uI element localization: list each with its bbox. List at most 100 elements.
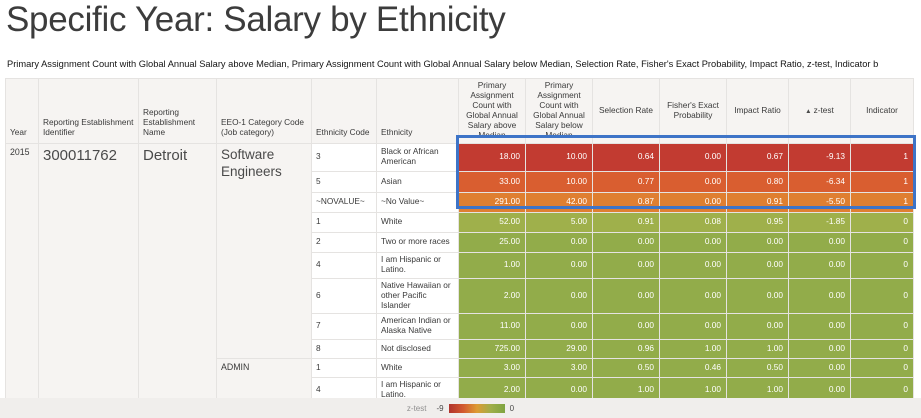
indicator-cell[interactable]: 1 (850, 170, 914, 193)
ztest-cell[interactable]: -9.13 (788, 142, 851, 172)
below-median-cell[interactable]: 0.00 (525, 277, 593, 314)
indicator-cell[interactable]: 1 (850, 191, 914, 213)
impact-ratio-cell[interactable]: 0.67 (726, 142, 789, 172)
ethnicity-cell[interactable]: White (376, 357, 459, 378)
indicator-cell[interactable]: 1 (850, 142, 914, 172)
above-median-cell[interactable]: 18.00 (458, 142, 526, 172)
indicator-cell[interactable]: 0 (850, 277, 914, 314)
ethnicity-code-cell[interactable]: 4 (311, 251, 377, 279)
impact-ratio-cell[interactable]: 0.00 (726, 231, 789, 253)
ethnicity-code-cell[interactable]: 2 (311, 231, 377, 253)
ztest-cell[interactable]: 0.00 (788, 338, 851, 359)
above-median-cell[interactable]: 25.00 (458, 231, 526, 253)
impact-ratio-cell[interactable]: 1.00 (726, 338, 789, 359)
selection-rate-cell[interactable]: 0.64 (592, 142, 660, 172)
ztest-cell[interactable]: 0.00 (788, 312, 851, 340)
selection-rate-cell[interactable]: 0.00 (592, 251, 660, 279)
col-header-above-median[interactable]: Primary Assignment Count with Global Ann… (458, 78, 526, 144)
impact-ratio-cell[interactable]: 0.91 (726, 191, 789, 213)
indicator-cell[interactable]: 0 (850, 211, 914, 233)
indicator-cell[interactable]: 0 (850, 251, 914, 279)
impact-ratio-cell[interactable]: 0.00 (726, 251, 789, 279)
below-median-cell[interactable]: 42.00 (525, 191, 593, 213)
ztest-cell[interactable]: -1.85 (788, 211, 851, 233)
above-median-cell[interactable]: 33.00 (458, 170, 526, 193)
fisher-probability-cell[interactable]: 0.46 (659, 357, 727, 378)
above-median-cell[interactable]: 291.00 (458, 191, 526, 213)
ztest-cell[interactable]: 0.00 (788, 277, 851, 314)
col-header-selection-rate[interactable]: Selection Rate (592, 78, 660, 144)
ethnicity-cell[interactable]: I am Hispanic or Latino. (376, 251, 459, 279)
establishment-id-cell[interactable]: 300011762 (38, 142, 139, 403)
above-median-cell[interactable]: 1.00 (458, 251, 526, 279)
selection-rate-cell[interactable]: 0.50 (592, 357, 660, 378)
col-header-year[interactable]: Year (5, 78, 39, 144)
impact-ratio-cell[interactable]: 0.00 (726, 277, 789, 314)
ztest-cell[interactable]: 0.00 (788, 357, 851, 378)
selection-rate-cell[interactable]: 0.00 (592, 277, 660, 314)
ethnicity-cell[interactable]: Not disclosed (376, 338, 459, 359)
fisher-probability-cell[interactable]: 0.00 (659, 142, 727, 172)
ethnicity-code-cell[interactable]: 3 (311, 142, 377, 172)
col-header-ethnicity[interactable]: Ethnicity (376, 78, 459, 144)
selection-rate-cell[interactable]: 0.91 (592, 211, 660, 233)
ethnicity-cell[interactable]: Black or African American (376, 142, 459, 172)
below-median-cell[interactable]: 10.00 (525, 142, 593, 172)
col-header-eeo1-category[interactable]: EEO-1 Category Code (Job category) (216, 78, 312, 144)
above-median-cell[interactable]: 725.00 (458, 338, 526, 359)
impact-ratio-cell[interactable]: 0.95 (726, 211, 789, 233)
col-header-ethnicity-code[interactable]: Ethnicity Code (311, 78, 377, 144)
below-median-cell[interactable]: 5.00 (525, 211, 593, 233)
ztest-cell[interactable]: -5.50 (788, 191, 851, 213)
selection-rate-cell[interactable]: 0.00 (592, 231, 660, 253)
impact-ratio-cell[interactable]: 0.00 (726, 312, 789, 340)
impact-ratio-cell[interactable]: 0.80 (726, 170, 789, 193)
below-median-cell[interactable]: 0.00 (525, 251, 593, 279)
ethnicity-code-cell[interactable]: 7 (311, 312, 377, 340)
selection-rate-cell[interactable]: 0.96 (592, 338, 660, 359)
ztest-cell[interactable]: -6.34 (788, 170, 851, 193)
ethnicity-code-cell[interactable]: ~NOVALUE~ (311, 191, 377, 213)
below-median-cell[interactable]: 0.00 (525, 231, 593, 253)
col-header-below-median[interactable]: Primary Assignment Count with Global Ann… (525, 78, 593, 144)
above-median-cell[interactable]: 2.00 (458, 277, 526, 314)
col-header-establishment-id[interactable]: Reporting Establishment Identifier (38, 78, 139, 144)
category-cell-software-engineers[interactable]: Software Engineers (216, 142, 312, 359)
col-header-indicator[interactable]: Indicator (850, 78, 914, 144)
ethnicity-cell[interactable]: ~No Value~ (376, 191, 459, 213)
fisher-probability-cell[interactable]: 0.00 (659, 170, 727, 193)
indicator-cell[interactable]: 0 (850, 312, 914, 340)
fisher-probability-cell[interactable]: 0.00 (659, 312, 727, 340)
fisher-probability-cell[interactable]: 0.08 (659, 211, 727, 233)
ethnicity-code-cell[interactable]: 1 (311, 357, 377, 378)
ethnicity-cell[interactable]: Native Hawaiian or other Pacific Islande… (376, 277, 459, 314)
below-median-cell[interactable]: 29.00 (525, 338, 593, 359)
col-header-establishment-name[interactable]: Reporting Establishment Name (138, 78, 217, 144)
indicator-cell[interactable]: 0 (850, 357, 914, 378)
ethnicity-cell[interactable]: Asian (376, 170, 459, 193)
below-median-cell[interactable]: 0.00 (525, 312, 593, 340)
below-median-cell[interactable]: 0.00 (525, 376, 593, 403)
ethnicity-cell[interactable]: Two or more races (376, 231, 459, 253)
indicator-cell[interactable]: 0 (850, 338, 914, 359)
fisher-probability-cell[interactable]: 0.00 (659, 231, 727, 253)
indicator-cell[interactable]: 0 (850, 231, 914, 253)
above-median-cell[interactable]: 3.00 (458, 357, 526, 378)
selection-rate-cell[interactable]: 0.00 (592, 312, 660, 340)
fisher-probability-cell[interactable]: 1.00 (659, 338, 727, 359)
below-median-cell[interactable]: 10.00 (525, 170, 593, 193)
ethnicity-cell[interactable]: American Indian or Alaska Native (376, 312, 459, 340)
fisher-probability-cell[interactable]: 0.00 (659, 251, 727, 279)
ethnicity-cell[interactable]: White (376, 211, 459, 233)
above-median-cell[interactable]: 11.00 (458, 312, 526, 340)
ethnicity-code-cell[interactable]: 5 (311, 170, 377, 193)
below-median-cell[interactable]: 3.00 (525, 357, 593, 378)
ztest-cell[interactable]: 0.00 (788, 231, 851, 253)
col-header-ztest[interactable]: ▲ z-test (788, 78, 851, 144)
ethnicity-code-cell[interactable]: 6 (311, 277, 377, 314)
year-cell[interactable]: 2015 (5, 142, 39, 403)
ethnicity-code-cell[interactable]: 8 (311, 338, 377, 359)
ztest-cell[interactable]: 0.00 (788, 251, 851, 279)
fisher-probability-cell[interactable]: 0.00 (659, 277, 727, 314)
above-median-cell[interactable]: 52.00 (458, 211, 526, 233)
